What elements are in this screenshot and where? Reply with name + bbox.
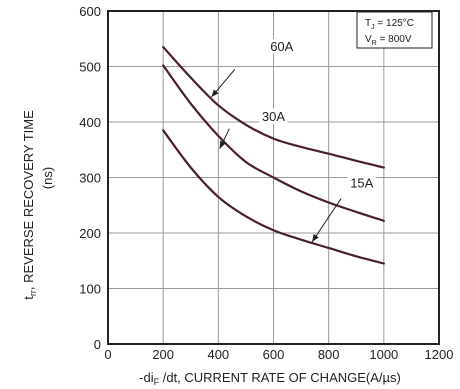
series-line-60a <box>162 45 385 169</box>
callout-arrow-30a <box>219 140 226 149</box>
y-tick-label: 100 <box>79 282 101 297</box>
x-tick-label: 0 <box>104 347 111 362</box>
conditions-box: TJ = 125°C VR = 800V <box>356 11 433 49</box>
condition-tj: TJ = 125°C <box>365 18 414 31</box>
y-tick-label: 500 <box>79 60 101 75</box>
x-tick-label: 1200 <box>425 347 454 362</box>
series-label-15a: 15A <box>350 175 373 190</box>
series-line-15a <box>162 129 385 265</box>
series-callouts: 60A 30A 15A <box>211 38 376 243</box>
series-label-30a: 30A <box>262 109 285 124</box>
y-tick-label: 200 <box>79 226 101 241</box>
callout-leader-15a <box>311 198 342 243</box>
callout-label-bg <box>259 108 288 124</box>
callout-label-bg <box>267 38 296 54</box>
plot-frame <box>107 10 440 345</box>
tick-labels: 0 200 400 600 800 1000 1200 0 100 200 300 400 500 600 <box>79 4 453 362</box>
y-tick-label: 0 <box>94 337 101 352</box>
callout-label-bg <box>347 175 376 191</box>
x-tick-label: 600 <box>263 347 285 362</box>
y-axis-label: trr, REVERSE RECOVERY TIME <box>21 110 38 300</box>
y-tick-label: 400 <box>79 115 101 130</box>
series-line-30a <box>162 64 385 222</box>
callout-arrow-60a <box>211 89 219 98</box>
series-label-60a: 60A <box>270 39 293 54</box>
y-tick-label: 300 <box>79 171 101 186</box>
y-tick-label: 600 <box>79 4 101 19</box>
x-tick-label: 400 <box>207 347 229 362</box>
x-tick-label: 200 <box>152 347 174 362</box>
y-axis-unit: (ns) <box>40 167 55 189</box>
condition-vr: VR = 800V <box>365 34 412 47</box>
x-tick-label: 1000 <box>369 347 398 362</box>
callout-arrow-15a <box>312 234 319 242</box>
x-axis-label: -diF /dt, CURRENT RATE OF CHANGE(A/µs) <box>139 370 401 387</box>
series-lines <box>162 45 385 265</box>
x-tick-label: 800 <box>318 347 340 362</box>
